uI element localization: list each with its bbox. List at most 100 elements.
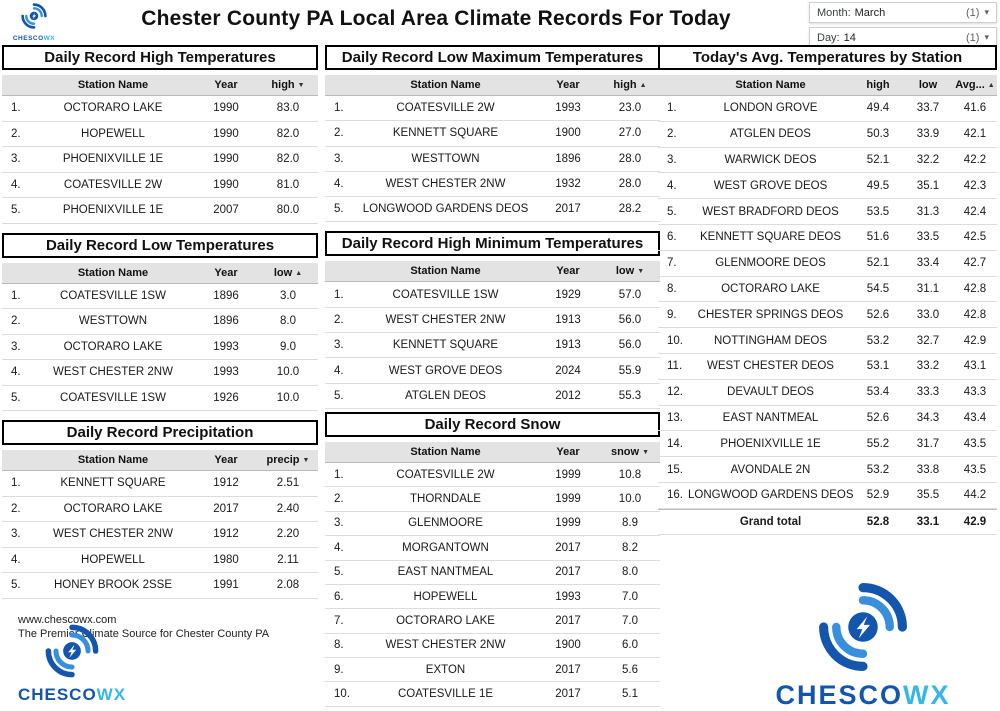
station-name: WEST GROVE DEOS	[713, 179, 828, 192]
column-header[interactable]: high	[866, 79, 890, 91]
table-row: 7. GLENMOORE DEOS 52.1 33.4 42.7	[658, 251, 997, 277]
logo-text-primary: CHESCO	[17, 685, 97, 704]
filter-controls: Month: March (1) ▾ Day: 14 (1) ▾	[809, 2, 997, 48]
column-header[interactable]: Year	[556, 445, 580, 458]
table-row: 4. WEST GROVE DEOS 2024 55.9	[325, 358, 660, 384]
row-index: 4.	[334, 178, 344, 191]
cell-value: 43.5	[963, 463, 987, 476]
column-header[interactable]: Year	[214, 454, 238, 466]
cell-value: 33.7	[916, 102, 940, 115]
cell-value: 28.0	[618, 178, 642, 191]
station-name: LONGWOOD GARDENS DEOS	[688, 489, 853, 502]
table-row: 1. COATESVILLE 1SW 1929 57.0	[325, 282, 660, 308]
table-row: 4. WEST CHESTER 2NW 1932 28.0	[325, 172, 660, 198]
cell-value: 1990	[213, 127, 239, 140]
month-filter-value: March	[854, 6, 886, 19]
table-title: Today's Avg. Temperatures by Station	[658, 45, 997, 70]
cell-value: 34.3	[916, 411, 940, 424]
station-name: GLENMOORE	[408, 517, 483, 530]
table-row: 4. COATESVILLE 2W 1990 81.0	[2, 173, 318, 198]
row-index: 4.	[667, 179, 677, 192]
hurricane-swirl-icon	[818, 582, 908, 672]
table-row: 1. KENNETT SQUARE 1912 2.51	[2, 471, 318, 497]
row-index: 3.	[11, 153, 21, 166]
station-name: WEST CHESTER 2NW	[385, 313, 506, 326]
table-row: 2. WESTTOWN 1896 8.0	[2, 309, 318, 335]
column-header[interactable]: Station Name	[735, 79, 806, 91]
table-row: 9. CHESTER SPRINGS DEOS 52.6 33.0 42.8	[658, 302, 997, 329]
cell-value: 1912	[213, 528, 239, 541]
row-index: 5.	[11, 579, 21, 592]
day-filter-count: (1)	[966, 31, 980, 44]
table-row: 5. HONEY BROOK 2SSE 1991 2.08	[2, 573, 318, 599]
cell-value: 2017	[213, 502, 239, 515]
grand-total-label: Grand total	[739, 515, 802, 528]
cell-value: 8.0	[622, 566, 638, 579]
table-row: 3. PHOENIXVILLE 1E 1990 82.0	[2, 147, 318, 173]
table-row: 5. WEST BRADFORD DEOS 53.5 31.3 42.4	[658, 199, 997, 225]
table-row: 4. WEST GROVE DEOS 49.5 35.1 42.3	[658, 173, 997, 200]
hurricane-swirl-icon	[45, 624, 99, 678]
cell-value: 55.2	[866, 437, 890, 450]
cell-value: 1900	[555, 639, 581, 652]
cell-value: 52.1	[866, 257, 890, 270]
column-header[interactable]: low	[918, 79, 938, 91]
station-name: AVONDALE 2N	[730, 463, 811, 476]
column-header[interactable]: Avg... ▲	[955, 79, 995, 91]
table-row: 5. LONGWOOD GARDENS DEOS 2017 28.2	[325, 197, 660, 223]
row-index: 1.	[334, 102, 344, 115]
column-header[interactable]: low ▼	[615, 265, 645, 278]
column-header[interactable]: Station Name	[77, 79, 149, 91]
column-header[interactable]: Year	[556, 79, 580, 91]
cell-value: 2017	[555, 615, 581, 627]
sort-desc-icon: ▼	[302, 457, 310, 464]
month-filter-dropdown[interactable]: Month: March (1) ▾	[809, 2, 997, 23]
table-row: 1. LONDON GROVE 49.4 33.7 41.6	[658, 96, 997, 122]
table-row: 1. COATESVILLE 2W 1993 23.0	[325, 96, 660, 122]
cell-value: 2017	[555, 663, 581, 676]
column-header[interactable]: Station Name	[77, 266, 149, 279]
row-index: 2.	[334, 127, 344, 140]
column-header[interactable]: snow ▼	[610, 445, 650, 458]
station-name: THORNDALE	[410, 493, 481, 506]
cell-value: 42.3	[963, 179, 987, 192]
website-text: www.chescowx.com	[18, 613, 117, 626]
cell-value: 2012	[555, 389, 581, 402]
cell-value: 41.6	[963, 102, 987, 115]
column-header[interactable]: high ▼	[271, 79, 305, 91]
cell-value: 51.6	[866, 231, 890, 244]
row-index: 3.	[667, 153, 677, 166]
station-name: OCTORARO LAKE	[63, 102, 163, 115]
column-header[interactable]: Station Name	[77, 454, 149, 466]
column-header[interactable]: Year	[556, 265, 580, 278]
table-header-row: Station Name Year precip ▼	[2, 450, 318, 471]
row-index: 1.	[334, 288, 344, 301]
table-row: 3. WEST CHESTER 2NW 1912 2.20	[2, 522, 318, 548]
station-name: HONEY BROOK 2SSE	[53, 579, 173, 592]
column-header[interactable]: Station Name	[410, 79, 481, 91]
station-name: WEST BRADFORD DEOS	[702, 205, 839, 218]
row-index: 4.	[11, 553, 21, 566]
cell-value: 33.9	[916, 128, 940, 141]
cell-value: 1926	[213, 391, 239, 404]
cell-value: 8.9	[622, 517, 638, 530]
table-row: 2. KENNETT SQUARE 1900 27.0	[325, 121, 660, 147]
cell-value: 1913	[555, 313, 581, 326]
column-header[interactable]: low ▲	[273, 266, 303, 279]
row-index: 7.	[667, 257, 677, 270]
cell-value: 33.4	[916, 257, 940, 270]
table-row: 1. OCTORARO LAKE 1990 83.0	[2, 96, 318, 122]
column-header[interactable]: Station Name	[410, 445, 481, 458]
column-header[interactable]: Year	[214, 266, 238, 279]
cell-value: 2017	[555, 566, 581, 579]
column-header[interactable]: Year	[214, 79, 238, 91]
column-header[interactable]: high ▲	[613, 79, 647, 91]
column-header[interactable]: precip ▼	[266, 454, 310, 466]
cell-value: 43.1	[963, 360, 987, 373]
cell-value: 5.6	[622, 663, 638, 676]
cell-value: 2.20	[276, 528, 300, 541]
cell-value: 2024	[555, 364, 581, 377]
station-name: MORGANTOWN	[402, 541, 489, 554]
cell-value: 1912	[213, 477, 239, 490]
column-header[interactable]: Station Name	[410, 265, 481, 278]
